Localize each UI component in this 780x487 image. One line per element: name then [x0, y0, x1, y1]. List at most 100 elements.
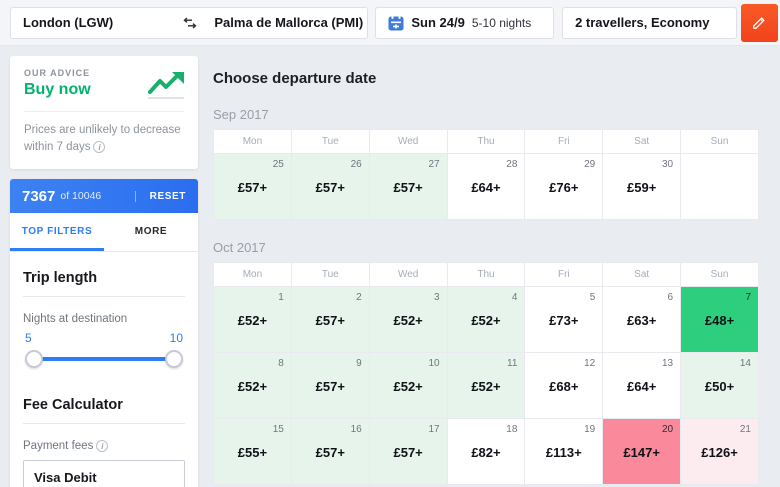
calendar-day-cell[interactable]: 20 £147+ [602, 418, 682, 485]
travellers-input[interactable]: 2 travellers, Economy [562, 6, 737, 39]
day-number: 29 [584, 159, 596, 170]
day-price: £52+ [237, 379, 268, 394]
slider-min-value: 5 [25, 331, 32, 346]
calendar-day-cell[interactable]: 10 £52+ [368, 352, 448, 419]
day-number: 18 [506, 424, 518, 435]
calendar-day-cell[interactable]: 18 £82+ [446, 418, 526, 485]
day-number: 30 [661, 159, 674, 170]
day-price: £82+ [471, 445, 501, 460]
nights-range-slider[interactable]: 5 10 [25, 331, 183, 371]
nights-at-destination-label: Nights at destination [23, 313, 128, 326]
day-price: £126+ [701, 445, 738, 460]
reset-filters-button[interactable]: RESET [134, 190, 186, 202]
tab-more[interactable]: MORE [134, 226, 168, 238]
info-icon[interactable]: i [93, 140, 106, 153]
filter-tabs: TOP FILTERS MORE [10, 213, 198, 253]
info-icon[interactable]: i [96, 440, 109, 453]
weekday-header: Wed [368, 129, 448, 154]
date-input[interactable]: Sun 24/9 5-10 nights [375, 6, 555, 39]
date-value: Sun 24/9 [411, 15, 465, 30]
weekday-header: Mon [213, 262, 292, 287]
calendar-day-cell[interactable]: 5 £73+ [524, 286, 604, 353]
calendar-week-row: 1 £52+ 2 £57+ 3 £52+ 4 £52+ 5 £73+ 6 £63+ 7 £48+ [213, 286, 759, 353]
calendar-day-cell[interactable]: 25 £57+ [213, 153, 292, 220]
travellers-value: 2 travellers, Economy [575, 15, 710, 30]
weekday-header: Fri [524, 129, 604, 154]
calendar-icon [388, 15, 404, 30]
calendar-day-cell[interactable]: 21 £126+ [680, 418, 759, 485]
weekday-header: Thu [446, 262, 526, 287]
day-number: 15 [272, 424, 284, 435]
calendar-day-cell[interactable]: 12 £68+ [524, 352, 604, 419]
calendar-day-cell[interactable]: 14 £50+ [680, 352, 759, 419]
calendar-day-cell[interactable]: 28 £64+ [446, 153, 526, 220]
day-price: £52+ [471, 379, 501, 394]
day-price: £57+ [315, 379, 345, 394]
day-price: £57+ [237, 180, 268, 195]
fee-calculator-title: Fee Calculator [23, 397, 185, 425]
calendar-day-cell[interactable]: 17 £57+ [368, 418, 448, 485]
slider-handle-max[interactable] [165, 350, 183, 369]
results-count-bar: 7367 of 10046 RESET [10, 179, 198, 214]
day-number: 4 [511, 292, 518, 303]
calendar-day-cell[interactable]: 11 £52+ [446, 352, 526, 419]
calendar-day-cell[interactable]: 15 £55+ [213, 418, 292, 485]
filters-card: 7367 of 10046 RESET TOP FILTERS MORE Tri… [10, 179, 198, 487]
price-trend-up-icon [148, 72, 184, 99]
calendar-day-cell[interactable]: 2 £57+ [290, 286, 370, 353]
calendar-day-cell[interactable]: 26 £57+ [290, 153, 370, 220]
calendar-day-cell[interactable]: 8 £52+ [213, 352, 292, 419]
edit-search-button[interactable] [740, 3, 779, 42]
day-price: £55+ [237, 445, 268, 460]
month-label: Sep 2017 [213, 107, 269, 122]
advice-note: Prices are unlikely to decrease within 7… [24, 111, 184, 155]
day-price: £73+ [549, 313, 579, 328]
day-number: 8 [278, 358, 284, 369]
day-number: 21 [739, 424, 751, 435]
weekday-header: Fri [524, 262, 604, 287]
day-number: 25 [272, 159, 284, 170]
calendar-day-cell[interactable]: 16 £57+ [290, 418, 370, 485]
destination-value: Palma de Mallorca (PMI) [214, 15, 364, 30]
day-price: £57+ [315, 180, 345, 195]
price-calendar: Mon Tue Wed Thu Fri Sat Sun 25 £57+ 26 £57+ 27 £57+ 2… [213, 129, 759, 220]
calendar-day-cell[interactable]: 29 £76+ [524, 153, 604, 220]
slider-handle-min[interactable] [25, 350, 43, 369]
calendar-day-cell[interactable]: 19 £113+ [524, 418, 604, 485]
swap-horizontal-icon [183, 16, 197, 29]
calendar-week-row: 8 £52+ 9 £57+ 10 £52+ 11 £52+ 12 £68+ 13 £64+ 14 £50+ [213, 352, 759, 419]
day-number: 5 [589, 292, 596, 303]
weekday-header: Tue [290, 262, 370, 287]
calendar-day-cell[interactable]: 7 £48+ [680, 286, 759, 353]
weekday-header: Wed [368, 262, 448, 287]
calendar-day-cell[interactable]: 30 £59+ [602, 153, 682, 220]
day-number: 6 [667, 292, 674, 303]
calendar-months: Sep 2017 Mon Tue Wed Thu Fri Sat Sun 25 £57+ 26 £57… [213, 107, 759, 485]
calendar-day-cell[interactable]: 6 £63+ [602, 286, 682, 353]
day-number: 10 [428, 358, 440, 369]
filters-sidebar: OUR ADVICE Buy now Prices are unlikely t… [10, 56, 198, 487]
destination-input[interactable]: Palma de Mallorca (PMI) [202, 6, 369, 39]
payment-fees-select[interactable]: Visa Debit [23, 460, 185, 487]
day-price: £68+ [549, 379, 579, 394]
day-price: £52+ [471, 313, 501, 328]
day-number: 13 [661, 358, 674, 369]
day-number: 3 [434, 292, 440, 303]
day-price: £147+ [623, 445, 660, 460]
calendar-day-cell[interactable]: 1 £52+ [213, 286, 292, 353]
origin-input[interactable]: London (LGW) [10, 6, 177, 39]
payment-fees-label: Payment fees i [23, 440, 185, 452]
calendar-day-cell[interactable]: 27 £57+ [368, 153, 448, 220]
calendar-day-cell[interactable]: 4 £52+ [446, 286, 526, 353]
day-price: £64+ [471, 180, 501, 195]
weekday-header: Sun [680, 129, 759, 154]
calendar-day-cell[interactable]: 9 £57+ [290, 352, 370, 419]
price-calendar: Mon Tue Wed Thu Fri Sat Sun 1 £52+ 2 £57+ 3 £52+ 4 £52… [213, 262, 759, 485]
calendar-day-cell[interactable]: 13 £64+ [602, 352, 682, 419]
calendar-day-cell [680, 153, 759, 220]
calendar-day-cell[interactable]: 3 £52+ [368, 286, 448, 353]
weekday-header: Thu [446, 129, 526, 154]
tab-top-filters[interactable]: TOP FILTERS [10, 213, 104, 252]
swap-icon[interactable] [176, 6, 203, 39]
day-number: 17 [428, 424, 440, 435]
